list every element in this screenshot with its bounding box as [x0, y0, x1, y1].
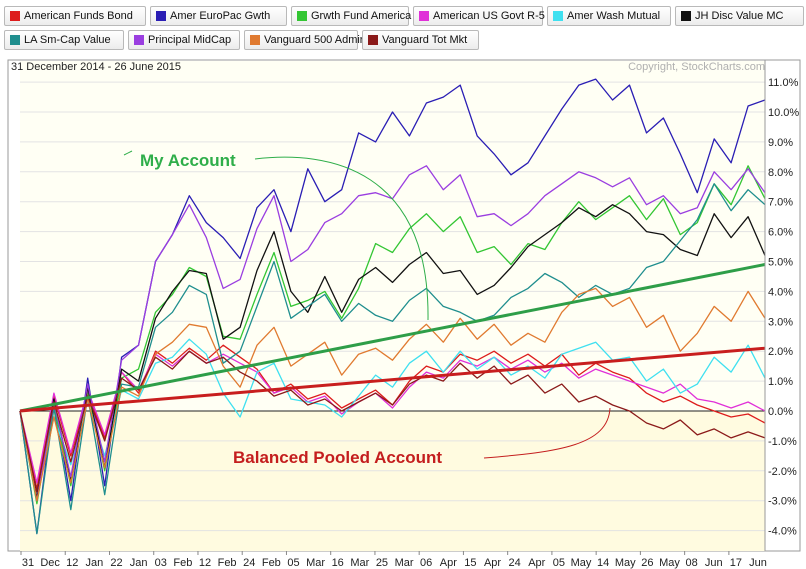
y-tick-label: 5.0% [768, 257, 793, 269]
x-tick-label: 22 [110, 557, 122, 569]
series-line [19, 204, 766, 499]
my-account-label: My Account [140, 151, 236, 170]
legend-swatch [10, 11, 20, 21]
x-tick-label: Mar [395, 557, 414, 569]
legend-label: LA Sm-Cap Value [24, 34, 111, 46]
x-tick-label: Jan [130, 557, 148, 569]
x-tick-label: 31 [22, 557, 34, 569]
trendline [19, 346, 766, 413]
y-tick-label: 10.0% [768, 107, 799, 119]
y-tick-label: -2.0% [768, 466, 797, 478]
x-tick-label: Jun [705, 557, 723, 569]
legend-swatch [10, 35, 20, 45]
x-tick-label: Feb [173, 557, 192, 569]
y-tick-label: 6.0% [768, 227, 793, 239]
legend-item[interactable]: Vanguard 500 Admiral [244, 30, 372, 50]
legend-item[interactable]: Grwth Fund America [291, 6, 412, 26]
legend-label: American US Govt R-5 [433, 10, 545, 22]
legend-label: Amer EuroPac Gwth [170, 10, 271, 22]
legend-label: Vanguard 500 Admiral [264, 34, 373, 46]
legend-label: Amer Wash Mutual [567, 10, 661, 22]
legend-item[interactable]: American Funds Bond [4, 6, 146, 26]
x-tick-label: 24 [243, 557, 255, 569]
x-tick-label: 16 [332, 557, 344, 569]
legend-item[interactable]: Amer Wash Mutual [547, 6, 671, 26]
x-tick-label: 03 [155, 557, 167, 569]
x-tick-label: 06 [420, 557, 432, 569]
series-line [19, 183, 766, 535]
legend-swatch [368, 35, 378, 45]
y-tick-label: 7.0% [768, 197, 793, 209]
y-tick-label: 0.0% [768, 406, 793, 418]
x-tick-label: Feb [218, 557, 237, 569]
legend-item[interactable]: American US Govt R-5 [413, 6, 545, 26]
x-tick-label: 24 [509, 557, 521, 569]
x-tick-label: Apr [484, 557, 501, 569]
y-tick-label: 2.0% [768, 346, 793, 358]
x-tick-label: 05 [287, 557, 299, 569]
legend-item[interactable]: JH Disc Value MC [675, 6, 804, 26]
x-tick-label: Mar [350, 557, 369, 569]
plot-bg-positive [20, 61, 765, 411]
x-tick-label: May [615, 557, 636, 569]
my-account-hook-icon [123, 150, 133, 156]
legend-swatch [553, 11, 563, 21]
x-tick-label: Jan [85, 557, 103, 569]
trendline [19, 263, 766, 413]
x-tick-label: 14 [597, 557, 609, 569]
legend-swatch [156, 11, 166, 21]
y-tick-label: 9.0% [768, 137, 793, 149]
legend-label: Vanguard Tot Mkt [382, 34, 468, 46]
x-tick-label: Apr [528, 557, 545, 569]
plot-bg-negative [20, 411, 765, 551]
legend-item[interactable]: LA Sm-Cap Value [4, 30, 124, 50]
y-tick-label: 4.0% [768, 286, 793, 298]
x-tick-label: Mar [306, 557, 325, 569]
legend-item[interactable]: Amer EuroPac Gwth [150, 6, 287, 26]
x-tick-label: 08 [686, 557, 698, 569]
series-line [19, 165, 766, 505]
legend-label: JH Disc Value MC [695, 10, 784, 22]
x-tick-label: 26 [641, 557, 653, 569]
y-tick-label: -4.0% [768, 526, 797, 538]
x-tick-label: 12 [66, 557, 78, 569]
balanced-connector [483, 407, 611, 459]
legend-label: Principal MidCap [148, 34, 232, 46]
y-tick-label: 8.0% [768, 167, 793, 179]
series-line [19, 287, 766, 502]
x-tick-label: 25 [376, 557, 388, 569]
x-tick-label: May [659, 557, 680, 569]
legend-swatch [250, 35, 260, 45]
series-line [19, 350, 766, 493]
legend-label: American Funds Bond [24, 10, 133, 22]
x-tick-label: May [571, 557, 592, 569]
x-tick-label: Apr [440, 557, 457, 569]
x-tick-label: 17 [730, 557, 742, 569]
y-tick-label: -3.0% [768, 496, 797, 508]
y-tick-label: -1.0% [768, 436, 797, 448]
legend-item[interactable]: Principal MidCap [128, 30, 240, 50]
x-tick-label: Jun [749, 557, 767, 569]
my-account-connector [254, 156, 429, 321]
x-tick-label: Feb [262, 557, 281, 569]
legend-swatch [681, 11, 691, 21]
y-tick-label: 11.0% [768, 77, 799, 89]
balanced-account-label: Balanced Pooled Account [233, 448, 442, 467]
legend-swatch [134, 35, 144, 45]
copyright: Copyright, StockCharts.com [628, 61, 765, 73]
y-tick-label: 1.0% [768, 376, 793, 388]
x-tick-label: Dec [40, 557, 60, 569]
x-tick-label: 15 [464, 557, 476, 569]
legend-item[interactable]: Vanguard Tot Mkt [362, 30, 479, 50]
legend-label: Grwth Fund America [311, 10, 412, 22]
legend-swatch [419, 11, 429, 21]
y-tick-label: 3.0% [768, 316, 793, 328]
date-range: 31 December 2014 - 26 June 2015 [11, 61, 181, 73]
x-tick-label: 05 [553, 557, 565, 569]
x-tick-label: 12 [199, 557, 211, 569]
legend-swatch [297, 11, 307, 21]
